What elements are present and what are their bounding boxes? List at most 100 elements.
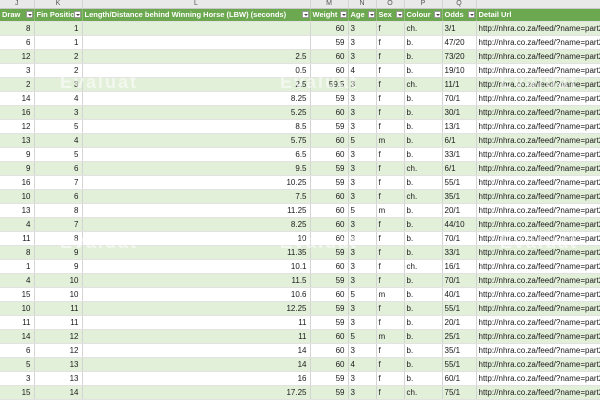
table-cell[interactable]: 8.25 [82, 91, 311, 106]
table-cell[interactable]: 10 [0, 301, 35, 316]
detail-url-cell[interactable]: http://nhra.co.za/feed/?name=part28 [476, 259, 600, 274]
table-cell[interactable]: 14 [82, 343, 311, 358]
table-cell[interactable]: f [376, 231, 405, 246]
table-cell[interactable]: 11 [34, 301, 83, 316]
table-cell[interactable]: 8 [0, 21, 35, 36]
header-fin-position[interactable]: Fin Position [34, 8, 83, 22]
table-cell[interactable]: 5.25 [82, 105, 311, 120]
table-cell[interactable]: f [376, 63, 405, 78]
table-cell[interactable]: 15 [0, 287, 35, 302]
table-cell[interactable]: 12 [34, 329, 83, 344]
table-cell[interactable]: b. [404, 119, 443, 134]
table-cell[interactable]: 6 [0, 343, 35, 358]
header-age[interactable]: Age [348, 8, 377, 22]
table-cell[interactable]: 8.5 [82, 119, 311, 134]
table-cell[interactable]: 6 [34, 189, 83, 204]
detail-url-cell[interactable]: http://nhra.co.za/feed/?name=part28 [476, 315, 600, 330]
table-cell[interactable]: 3 [0, 63, 35, 78]
table-cell[interactable]: b. [404, 301, 443, 316]
table-cell[interactable]: b. [404, 91, 443, 106]
table-cell[interactable]: 20/1 [442, 203, 477, 218]
detail-url-cell[interactable]: http://nhra.co.za/feed/?name=part28 [476, 147, 600, 162]
table-cell[interactable]: b. [404, 357, 443, 372]
table-cell[interactable]: 3 [348, 147, 377, 162]
table-cell[interactable]: 5.75 [82, 133, 311, 148]
table-cell[interactable]: 60/1 [442, 371, 477, 386]
table-cell[interactable]: 8 [34, 231, 83, 246]
table-cell[interactable]: 59 [310, 245, 349, 260]
detail-url-cell[interactable]: http://nhra.co.za/feed/?name=part28 [476, 231, 600, 246]
table-cell[interactable]: 11 [82, 315, 311, 330]
table-cell[interactable]: 70/1 [442, 231, 477, 246]
table-cell[interactable]: 7.5 [82, 189, 311, 204]
table-cell[interactable]: 59 [310, 35, 349, 50]
table-cell[interactable]: 14 [0, 329, 35, 344]
table-cell[interactable]: f [376, 343, 405, 358]
table-cell[interactable]: 40/1 [442, 287, 477, 302]
table-cell[interactable]: ch. [404, 77, 443, 92]
table-cell[interactable]: f [376, 315, 405, 330]
table-cell[interactable]: 8 [34, 203, 83, 218]
table-cell[interactable]: 0.5 [82, 63, 311, 78]
table-cell[interactable]: b. [404, 147, 443, 162]
detail-url-cell[interactable]: http://nhra.co.za/feed/?name=part28 [476, 329, 600, 344]
table-cell[interactable]: 10.6 [82, 287, 311, 302]
table-cell[interactable]: 59 [310, 385, 349, 400]
table-cell[interactable]: 10 [34, 287, 83, 302]
table-cell[interactable]: 3 [34, 105, 83, 120]
table-cell[interactable]: f [376, 147, 405, 162]
table-cell[interactable]: 11 [82, 329, 311, 344]
table-cell[interactable]: 10.25 [82, 175, 311, 190]
table-cell[interactable]: f [376, 119, 405, 134]
table-cell[interactable]: 60 [310, 203, 349, 218]
table-cell[interactable]: f [376, 301, 405, 316]
detail-url-cell[interactable]: http://nhra.co.za/feed/?name=part28 [476, 217, 600, 232]
table-cell[interactable]: 10 [34, 273, 83, 288]
table-cell[interactable]: 60 [310, 49, 349, 64]
table-cell[interactable]: 55/1 [442, 301, 477, 316]
detail-url-cell[interactable]: http://nhra.co.za/feed/?name=part28 [476, 63, 600, 78]
table-cell[interactable]: 70/1 [442, 273, 477, 288]
table-cell[interactable]: 17.25 [82, 385, 311, 400]
table-cell[interactable]: 5 [34, 147, 83, 162]
table-cell[interactable]: 14 [34, 385, 83, 400]
table-cell[interactable]: 20/1 [442, 315, 477, 330]
table-cell[interactable]: 60 [310, 357, 349, 372]
table-cell[interactable]: 4 [348, 63, 377, 78]
table-cell[interactable]: 15 [0, 385, 35, 400]
table-cell[interactable]: 9 [0, 161, 35, 176]
table-cell[interactable]: b. [404, 371, 443, 386]
table-cell[interactable]: 14 [82, 357, 311, 372]
column-letter-k[interactable]: K [34, 0, 83, 9]
table-cell[interactable]: 2 [34, 49, 83, 64]
table-cell[interactable]: 10 [0, 189, 35, 204]
table-cell[interactable]: 3 [348, 119, 377, 134]
table-cell[interactable]: 4 [34, 91, 83, 106]
table-cell[interactable]: 11.35 [82, 245, 311, 260]
table-cell[interactable]: 60 [310, 63, 349, 78]
table-cell[interactable]: b. [404, 203, 443, 218]
table-cell[interactable]: b. [404, 273, 443, 288]
table-cell[interactable]: 9 [34, 259, 83, 274]
table-cell[interactable]: b. [404, 343, 443, 358]
table-cell[interactable]: 12 [0, 49, 35, 64]
table-cell[interactable]: 5 [348, 133, 377, 148]
table-cell[interactable]: 7 [34, 217, 83, 232]
table-cell[interactable]: 59 [310, 273, 349, 288]
table-cell[interactable]: 1 [0, 259, 35, 274]
detail-url-cell[interactable]: http://nhra.co.za/feed/?name=part28 [476, 287, 600, 302]
table-cell[interactable]: f [376, 259, 405, 274]
table-cell[interactable]: 6/1 [442, 161, 477, 176]
table-cell[interactable]: f [376, 21, 405, 36]
detail-url-cell[interactable]: http://nhra.co.za/feed/?name=part28 [476, 203, 600, 218]
detail-url-cell[interactable]: http://nhra.co.za/feed/?name=part28 [476, 49, 600, 64]
table-cell[interactable]: f [376, 175, 405, 190]
table-cell[interactable]: 10.1 [82, 259, 311, 274]
table-cell[interactable]: 59 [310, 119, 349, 134]
table-cell[interactable]: 13 [34, 371, 83, 386]
table-cell[interactable] [82, 21, 311, 36]
column-letter-p[interactable]: P [404, 0, 443, 9]
detail-url-cell[interactable]: http://nhra.co.za/feed/?name=part28 [476, 133, 600, 148]
detail-url-cell[interactable]: http://nhra.co.za/feed/?name=part28 [476, 119, 600, 134]
table-cell[interactable]: f [376, 357, 405, 372]
